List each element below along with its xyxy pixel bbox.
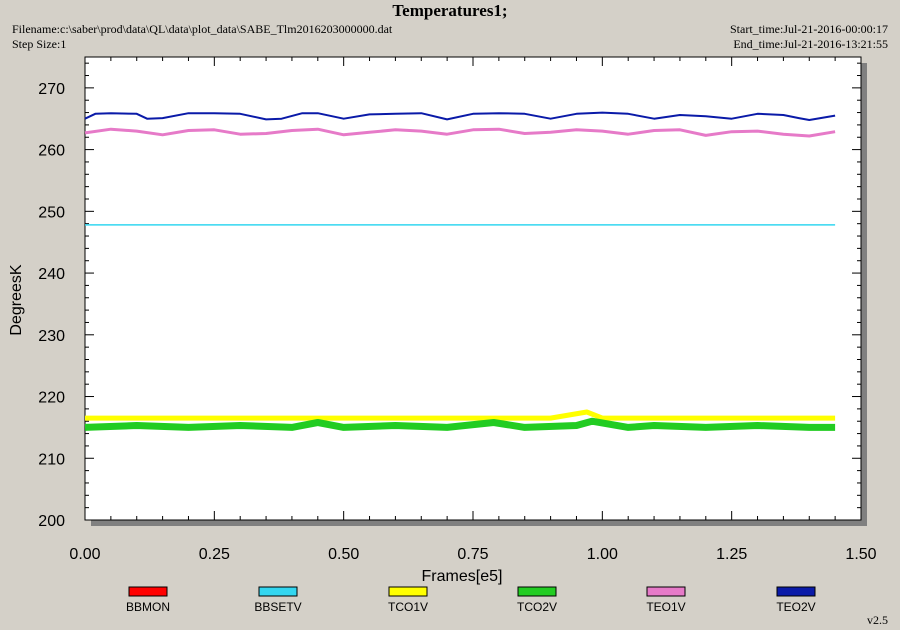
- end-time-label: End_time:Jul-21-2016-13:21:55: [733, 37, 888, 51]
- y-tick-label: 270: [38, 81, 65, 98]
- plot-area: [84, 56, 862, 521]
- legend-label-tco2v: TCO2V: [517, 600, 557, 614]
- x-tick-label: 1.00: [587, 546, 618, 563]
- chart-title: Temperatures1;: [392, 1, 508, 20]
- series-tco1v-line: [85, 409, 836, 421]
- legend-swatch-bbmon: [128, 586, 168, 597]
- legend-swatch-tco1v: [388, 586, 428, 597]
- x-tick-label: 0.00: [69, 546, 100, 563]
- x-axis-title: Frames[e5]: [422, 568, 503, 585]
- legend-swatch-tco2v: [517, 586, 557, 597]
- series-teo2v-line: [84, 111, 836, 121]
- series-teo1v-line: [84, 127, 836, 138]
- y-tick-label: 210: [38, 451, 65, 468]
- step-size-label: Step Size:1: [12, 37, 67, 51]
- legend-label-tco1v: TCO1V: [388, 600, 428, 614]
- y-tick-label: 220: [38, 390, 65, 407]
- legend-swatch-bbsetv: [258, 586, 298, 597]
- y-tick-label: 240: [38, 266, 65, 283]
- legend-label-teo2v: TEO2V: [776, 600, 815, 614]
- legend-swatch-teo1v: [646, 586, 686, 597]
- y-tick-label: 200: [38, 513, 65, 530]
- x-tick-label: 0.25: [199, 546, 230, 563]
- legend-label-bbsetv: BBSETV: [254, 600, 301, 614]
- y-tick-label: 230: [38, 328, 65, 345]
- legend-label-bbmon: BBMON: [126, 600, 170, 614]
- filename-label: Filename:c:\saber\prod\data\QL\data\plot…: [12, 22, 393, 36]
- x-tick-label: 1.50: [845, 546, 876, 563]
- x-tick-label: 0.50: [328, 546, 359, 563]
- y-tick-label: 250: [38, 204, 65, 221]
- y-tick-label: 260: [38, 143, 65, 160]
- x-tick-label: 1.25: [716, 546, 747, 563]
- version-label: v2.5: [867, 613, 888, 627]
- legend-swatch-teo2v: [776, 586, 816, 597]
- legend-label-teo1v: TEO1V: [646, 600, 685, 614]
- y-axis-title: DegreesK: [8, 264, 25, 335]
- start-time-label: Start_time:Jul-21-2016-00:00:17: [730, 22, 888, 36]
- x-tick-label: 0.75: [457, 546, 488, 563]
- series-tco2v-line: [84, 417, 836, 431]
